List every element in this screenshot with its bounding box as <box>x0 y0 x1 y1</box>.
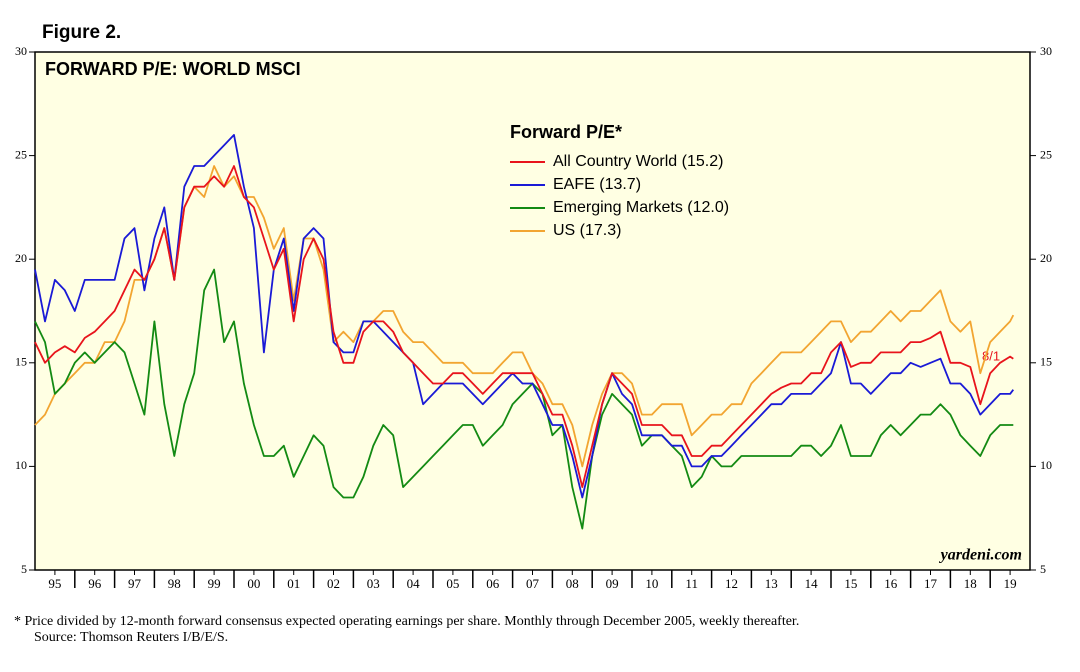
y-tick-label: 15 <box>15 355 27 369</box>
legend-label: Emerging Markets (12.0) <box>553 199 729 216</box>
y-tick-label: 15 <box>1040 355 1052 369</box>
x-tick-label: 08 <box>566 576 579 591</box>
y-tick-label: 10 <box>15 458 27 472</box>
figure-label: Figure 2. <box>42 22 121 43</box>
y-tick-label: 5 <box>21 562 27 576</box>
y-tick-label: 30 <box>15 44 27 58</box>
source-label: yardeni.com <box>939 547 1022 564</box>
series-line <box>34 268 1014 530</box>
x-tick-label: 17 <box>924 576 938 591</box>
x-tick-label: 15 <box>844 576 857 591</box>
y-tick-label: 20 <box>1040 251 1052 265</box>
x-tick-label: 13 <box>765 576 778 591</box>
legend-label: US (17.3) <box>553 222 621 239</box>
y-tick-label: 5 <box>1040 562 1046 576</box>
y-tick-label: 10 <box>1040 458 1052 472</box>
y-tick-label: 30 <box>1040 44 1052 58</box>
legend-label: EAFE (13.7) <box>553 176 641 193</box>
x-tick-label: 98 <box>168 576 181 591</box>
x-tick-label: 03 <box>367 576 380 591</box>
x-tick-label: 96 <box>88 576 102 591</box>
x-tick-label: 97 <box>128 576 142 591</box>
x-tick-label: 06 <box>486 576 500 591</box>
y-tick-label: 25 <box>1040 147 1052 161</box>
x-tick-label: 12 <box>725 576 738 591</box>
x-tick-label: 10 <box>645 576 658 591</box>
y-tick-label: 20 <box>15 251 27 265</box>
x-tick-label: 11 <box>685 576 698 591</box>
x-tick-label: 95 <box>48 576 61 591</box>
x-tick-label: 07 <box>526 576 540 591</box>
series-line <box>34 134 1015 499</box>
x-tick-label: 00 <box>247 576 260 591</box>
x-tick-label: 16 <box>884 576 898 591</box>
legend-title: Forward P/E* <box>510 122 622 142</box>
chart-title: FORWARD P/E: WORLD MSCI <box>45 59 301 79</box>
x-tick-label: 99 <box>208 576 221 591</box>
x-tick-label: 02 <box>327 576 340 591</box>
x-tick-label: 04 <box>407 576 421 591</box>
x-tick-label: 18 <box>964 576 977 591</box>
series-line <box>34 165 1014 488</box>
y-tick-label: 25 <box>15 147 27 161</box>
footnote: Source: Thomson Reuters I/B/E/S. <box>34 630 228 645</box>
legend-label: All Country World (15.2) <box>553 153 723 170</box>
x-tick-label: 01 <box>287 576 300 591</box>
x-tick-label: 19 <box>1004 576 1017 591</box>
x-tick-label: 05 <box>446 576 459 591</box>
x-tick-label: 09 <box>606 576 619 591</box>
x-tick-label: 14 <box>805 576 819 591</box>
series-line <box>34 165 1015 468</box>
footnote: * Price divided by 12-month forward cons… <box>14 614 799 629</box>
